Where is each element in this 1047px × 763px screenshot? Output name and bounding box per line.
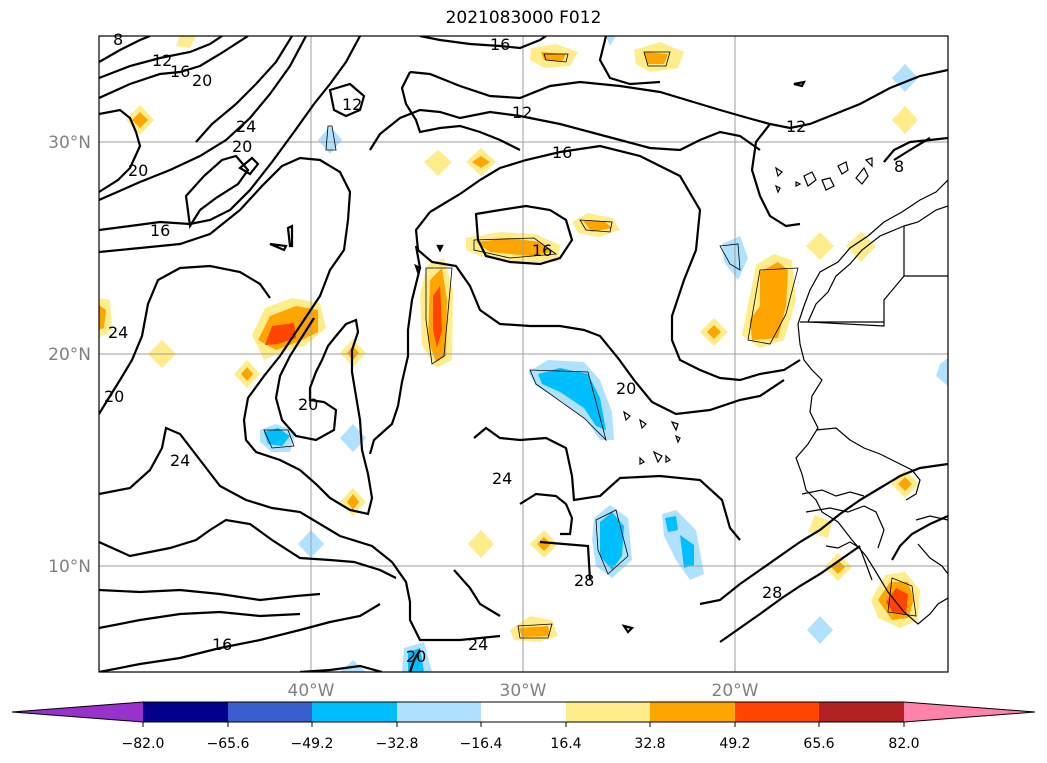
contour-label-group: 8 12 16 20 24 20 20 16 20 24 12 12 16 16…: [104, 30, 904, 666]
colorbar-tick-label: −49.2: [291, 736, 334, 752]
contour-label: 20: [128, 161, 148, 180]
contour-label: 8: [894, 157, 904, 176]
contour-label: 8: [113, 30, 123, 49]
colorbar: −82.0 −65.6 −49.2 −32.8 −16.4 16.4 32.8 …: [11, 701, 1036, 752]
negative-shading: [260, 36, 948, 672]
contour-label: 12: [342, 95, 362, 114]
colorbar-tick-label: −82.0: [122, 736, 165, 752]
contour-label: 16: [490, 35, 510, 54]
contour-label: 20: [298, 395, 318, 414]
colorbar-tick-label: −65.6: [207, 736, 250, 752]
colorbar-extend-low: [12, 702, 143, 722]
contour-label: 20: [192, 71, 212, 90]
contour-label: 24: [170, 451, 190, 470]
contour-label: 16: [170, 62, 190, 81]
colorbar-segment: [819, 702, 904, 722]
contour-label: 16: [552, 143, 572, 162]
colorbar-segment: [481, 702, 566, 722]
contour-label: 24: [468, 635, 488, 654]
contour-label: 24: [108, 323, 128, 342]
contour-label: 16: [150, 221, 170, 240]
shade-outlines: [263, 51, 917, 639]
contour-label: 20: [616, 379, 636, 398]
map-border: [98, 35, 949, 673]
colorbar-tick-label: 65.6: [803, 736, 834, 752]
lat-label: 20°N: [48, 345, 91, 365]
contour-label: 28: [574, 571, 594, 590]
lon-label: 40°W: [288, 681, 335, 701]
colorbar-tick-label: 82.0: [888, 736, 919, 752]
contour-label: 20: [104, 387, 124, 406]
colorbar-segment: [228, 702, 312, 722]
positive-shading: [99, 36, 920, 642]
colorbar-segment: [312, 702, 397, 722]
contour-label: 16: [532, 241, 552, 260]
contour-label: 16: [212, 635, 232, 654]
colorbar-tick-marks: [142, 722, 905, 727]
contour-label: 28: [762, 583, 782, 602]
lon-label: 30°W: [500, 681, 547, 701]
colorbar-tick-label: 32.8: [634, 736, 665, 752]
contour-label: 12: [152, 51, 172, 70]
colorbar-tick-label: 16.4: [550, 736, 581, 752]
graticule: [99, 36, 948, 672]
contour-label: 24: [492, 469, 512, 488]
colorbar-tick-label: −32.8: [376, 736, 419, 752]
contour-label: 12: [786, 117, 806, 136]
colorbar-segment: [143, 702, 228, 722]
map-title: 2021083000 F012: [445, 8, 602, 28]
lat-label: 30°N: [48, 133, 91, 153]
colorbar-extend-high: [904, 702, 1035, 722]
contour-lines: [99, 36, 948, 672]
lat-label: 10°N: [48, 557, 91, 577]
coastlines: [623, 157, 948, 625]
lon-label: 20°W: [712, 681, 759, 701]
colorbar-segment: [735, 702, 819, 722]
contour-label: 20: [232, 137, 252, 156]
colorbar-segment: [650, 702, 735, 722]
colorbar-tick-label: 49.2: [719, 736, 750, 752]
contour-label: 20: [406, 647, 426, 666]
colorbar-segment: [397, 702, 481, 722]
colorbar-segment: [566, 702, 650, 722]
contour-label: 12: [512, 103, 532, 122]
contour-label: 24: [236, 117, 256, 136]
colorbar-tick-label: −16.4: [460, 736, 503, 752]
